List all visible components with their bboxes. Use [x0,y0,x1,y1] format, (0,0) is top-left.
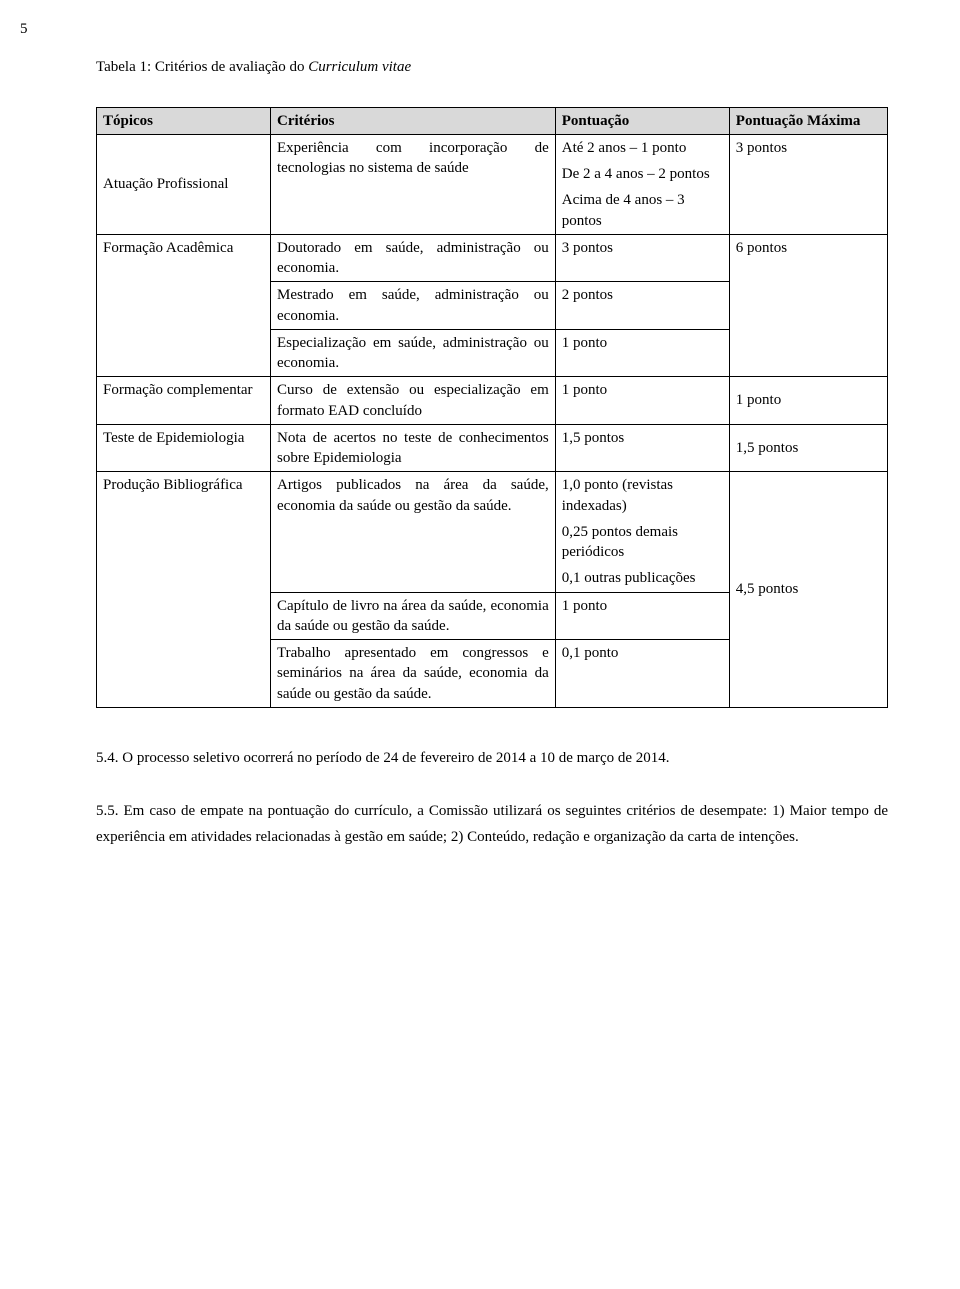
table-row: Teste de Epidemiologia Nota de acertos n… [97,424,888,472]
cell-criterio: Doutorado em saúde, administração ou eco… [271,234,556,282]
page-number: 5 [20,18,28,41]
table-row: Produção Bibliográfica Artigos publicado… [97,472,888,592]
cell-pontuacao: 2 pontos [555,282,729,330]
cell-pontuacao: Até 2 anos – 1 ponto De 2 a 4 anos – 2 p… [555,134,729,234]
caption-prefix: Tabela 1: Critérios de avaliação do [96,59,308,75]
cell-pontuacao: 1,0 ponto (revistas indexadas) 0,25 pont… [555,472,729,592]
caption-italic: Curriculum vitae [308,59,411,75]
table-header-row: Tópicos Critérios Pontuação Pontuação Má… [97,107,888,134]
cell-pont-line: 1,0 ponto (revistas indexadas) [562,475,723,516]
cell-pont-max: 1 ponto [729,377,887,425]
table-row: Formação Acadêmica Doutorado em saúde, a… [97,234,888,282]
evaluation-table: Tópicos Critérios Pontuação Pontuação Má… [96,107,888,708]
cell-topico: Formação Acadêmica [97,234,271,377]
cell-criterio: Artigos publicados na área da saúde, eco… [271,472,556,592]
cell-topico: Produção Bibliográfica [97,472,271,708]
cell-pont-max: 4,5 pontos [729,472,887,708]
table-row: Formação complementar Curso de extensão … [97,377,888,425]
cell-pont-line: De 2 a 4 anos – 2 pontos [562,164,723,184]
cell-pontuacao: 1 ponto [555,329,729,377]
table-row: Atuação Profissional Experiência com inc… [97,134,888,234]
cell-criterio: Capítulo de livro na área da saúde, econ… [271,592,556,640]
header-topicos: Tópicos [97,107,271,134]
cell-criterio: Nota de acertos no teste de conhecimento… [271,424,556,472]
cell-pont-line: 0,25 pontos demais periódicos [562,522,723,563]
cell-pont-max: 6 pontos [729,234,887,377]
header-criterios: Critérios [271,107,556,134]
cell-pont-line: Até 2 anos – 1 ponto [562,138,723,158]
cell-criterio: Especialização em saúde, administração o… [271,329,556,377]
cell-pont-line: 0,1 outras publicações [562,568,723,588]
cell-pont-line: Acima de 4 anos – 3 pontos [562,190,723,231]
cell-pont-max: 3 pontos [729,134,887,234]
cell-pontuacao: 3 pontos [555,234,729,282]
cell-criterio: Curso de extensão ou especialização em f… [271,377,556,425]
header-pontuacao-max: Pontuação Máxima [729,107,887,134]
paragraph-5-4: 5.4. O processo seletivo ocorrerá no per… [96,746,888,772]
cell-criterio: Trabalho apresentado em congressos e sem… [271,640,556,708]
cell-pontuacao: 1,5 pontos [555,424,729,472]
header-pontuacao: Pontuação [555,107,729,134]
cell-pontuacao: 1 ponto [555,592,729,640]
table-caption: Tabela 1: Critérios de avaliação do Curr… [96,56,888,79]
cell-pontuacao: 1 ponto [555,377,729,425]
cell-criterio: Mestrado em saúde, administração ou econ… [271,282,556,330]
cell-pont-max: 1,5 pontos [729,424,887,472]
cell-topico: Teste de Epidemiologia [97,424,271,472]
cell-topico: Formação complementar [97,377,271,425]
cell-topico: Atuação Profissional [97,134,271,234]
cell-criterio: Experiência com incorporação de tecnolog… [271,134,556,234]
cell-pontuacao: 0,1 ponto [555,640,729,708]
paragraph-5-5: 5.5. Em caso de empate na pontuação do c… [96,799,888,850]
